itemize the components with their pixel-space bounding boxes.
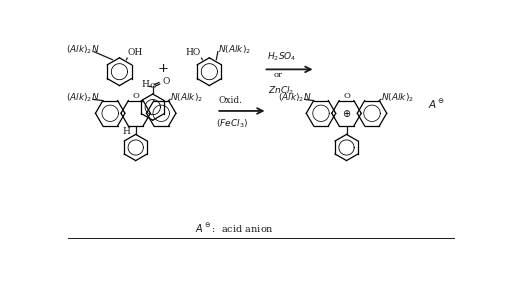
Text: Oxid.: Oxid. (219, 96, 243, 105)
Text: or: or (274, 71, 282, 79)
Text: $(FeCl_3)$: $(FeCl_3)$ (216, 117, 248, 130)
Text: O: O (343, 92, 350, 100)
Text: HO: HO (186, 48, 201, 57)
Text: $(Alk)_2N$: $(Alk)_2N$ (278, 92, 312, 104)
Text: $N(Alk)_2$: $N(Alk)_2$ (170, 92, 203, 104)
Text: H: H (123, 127, 130, 136)
Text: O: O (132, 92, 139, 100)
Text: +: + (157, 62, 168, 75)
Text: OH: OH (127, 48, 143, 57)
Text: $H_2SO_4$: $H_2SO_4$ (267, 51, 297, 63)
Text: C: C (150, 82, 156, 89)
Text: $\oplus$: $\oplus$ (342, 108, 351, 119)
Text: O: O (162, 77, 169, 86)
Text: $(Alk)_2N$: $(Alk)_2N$ (66, 92, 100, 104)
Text: $N(Alk)_2$: $N(Alk)_2$ (381, 92, 414, 104)
Text: $A^\ominus$:  acid anion: $A^\ominus$: acid anion (195, 222, 274, 235)
Text: $ZnCl_2$: $ZnCl_2$ (268, 84, 295, 97)
Text: H: H (142, 80, 150, 89)
Text: $(Alk)_2N$: $(Alk)_2N$ (66, 43, 100, 56)
Text: $N(Alk)_2$: $N(Alk)_2$ (218, 43, 251, 56)
Text: $A^\ominus$: $A^\ominus$ (428, 97, 445, 111)
